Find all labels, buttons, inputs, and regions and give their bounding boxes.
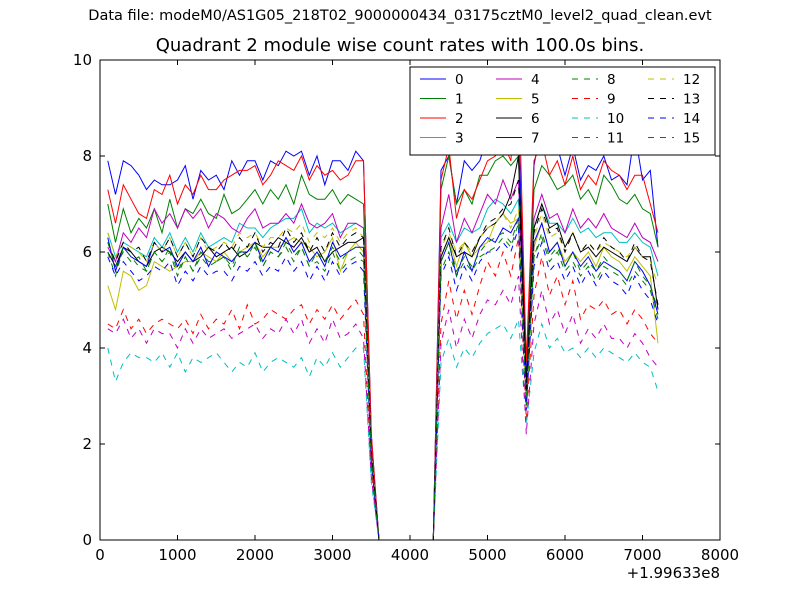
legend-label-13: 13 — [683, 92, 700, 108]
series-line-14 — [107, 227, 659, 540]
y-tick-label: 10 — [73, 51, 92, 69]
chart-title: Quadrant 2 module wise count rates with … — [155, 35, 645, 56]
series-line-4 — [107, 178, 659, 540]
series-line-3 — [107, 197, 659, 540]
y-tick-label: 6 — [82, 243, 92, 261]
series-line-5 — [107, 212, 659, 540]
legend-label-3: 3 — [455, 131, 464, 147]
x-tick-label: 6000 — [546, 546, 584, 564]
x-tick-label: 7000 — [623, 546, 661, 564]
series-line-7 — [107, 216, 659, 540]
x-tick-label: 5000 — [468, 546, 506, 564]
series-line-6 — [107, 155, 659, 540]
series-line-8 — [107, 223, 659, 540]
legend-label-0: 0 — [455, 72, 464, 88]
legend-label-7: 7 — [531, 131, 540, 147]
x-tick-label: 0 — [95, 546, 105, 564]
series-line-13 — [107, 179, 659, 540]
legend-label-12: 12 — [683, 72, 700, 88]
legend-label-15: 15 — [683, 131, 700, 147]
series-line-2 — [107, 74, 659, 540]
legend-label-1: 1 — [455, 92, 464, 108]
legend-label-11: 11 — [607, 131, 624, 147]
series-line-9 — [107, 237, 659, 540]
x-offset-label: +1.99633e8 — [627, 564, 720, 582]
y-tick-label: 4 — [82, 339, 92, 357]
series-layer — [107, 74, 659, 540]
legend-label-6: 6 — [531, 111, 540, 127]
x-tick-label: 1000 — [158, 546, 196, 564]
x-tick-label: 3000 — [313, 546, 351, 564]
series-line-12 — [107, 208, 659, 540]
legend-label-2: 2 — [455, 111, 464, 127]
legend-label-14: 14 — [683, 111, 700, 127]
legend-label-10: 10 — [607, 111, 624, 127]
data-file-suptitle: Data file: modeM0/AS1G05_218T02_90000004… — [88, 8, 712, 24]
series-line-0 — [107, 116, 659, 540]
legend-box — [409, 66, 716, 156]
y-tick-label: 2 — [82, 435, 92, 453]
legend-label-5: 5 — [531, 92, 540, 108]
series-line-10 — [107, 319, 659, 540]
x-tick-label: 8000 — [701, 546, 739, 564]
legend-label-9: 9 — [607, 92, 616, 108]
legend-label-8: 8 — [607, 72, 616, 88]
x-tick-label: 4000 — [391, 546, 429, 564]
y-tick-label: 0 — [82, 531, 92, 549]
x-tick-label: 2000 — [236, 546, 274, 564]
legend-label-4: 4 — [531, 72, 540, 88]
series-line-11 — [107, 275, 659, 540]
axes-layer: 0 1000 2000 3000 4000 5000 6000 7000 80000246810… — [73, 51, 739, 582]
y-tick-label: 8 — [82, 147, 92, 165]
series-line-1 — [107, 154, 659, 540]
